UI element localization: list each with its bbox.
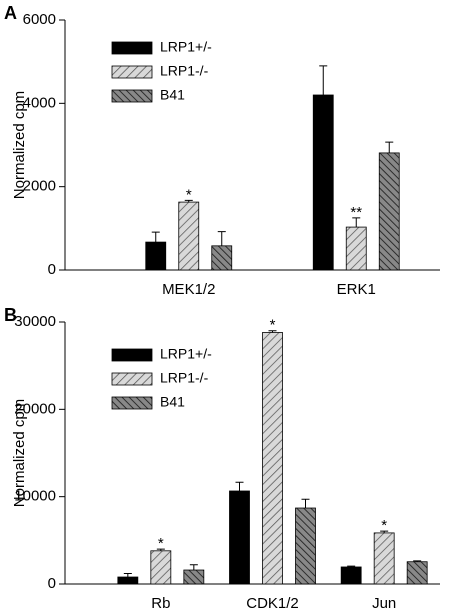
bar — [262, 332, 283, 585]
legend-label: B41 — [160, 87, 185, 103]
error-bar — [347, 565, 356, 567]
y-axis-label: Normalized cpm — [11, 399, 28, 507]
y-tick-label: 20000 — [14, 400, 56, 417]
error-bar — [301, 498, 310, 509]
significance-marker: ** — [350, 204, 362, 221]
significance-marker: * — [158, 535, 164, 552]
bar — [312, 94, 334, 271]
panel-label: B — [4, 305, 17, 325]
x-tick-label: MEK1/2 — [162, 281, 215, 298]
bar — [145, 241, 167, 271]
legend-label: LRP1-/- — [160, 63, 209, 79]
y-axis-label: Normalized cpm — [11, 91, 28, 199]
error-bar — [319, 65, 328, 95]
x-tick-label: CDK1/2 — [246, 595, 299, 612]
legend-swatch — [111, 89, 153, 103]
y-tick-label: 4000 — [23, 94, 56, 111]
legend-label: B41 — [160, 394, 185, 410]
y-tick-label: 0 — [48, 261, 56, 278]
bar — [406, 561, 428, 585]
legend-swatch — [111, 396, 153, 410]
legend-swatch — [111, 348, 153, 362]
significance-marker: * — [381, 517, 387, 534]
panel-label: A — [4, 3, 17, 23]
legend-label: LRP1+/- — [160, 39, 212, 55]
bar — [378, 152, 400, 271]
legend-swatch — [111, 41, 153, 55]
legend-label: LRP1+/- — [160, 346, 212, 362]
bar — [229, 490, 250, 585]
bar — [178, 201, 200, 271]
error-bar — [268, 330, 277, 333]
x-tick-label: Rb — [151, 595, 170, 612]
bar — [345, 226, 367, 271]
error-bar — [123, 573, 132, 578]
error-bar — [189, 564, 198, 571]
bar — [340, 566, 362, 585]
error-bar — [413, 560, 422, 562]
error-bar — [156, 548, 165, 551]
bar — [211, 245, 233, 271]
y-tick-label: 30000 — [14, 313, 56, 330]
legend-swatch — [111, 65, 153, 79]
error-bar — [380, 530, 389, 533]
error-bar — [184, 199, 193, 203]
x-tick-label: Jun — [372, 595, 396, 612]
significance-marker: * — [186, 186, 192, 203]
bar — [183, 569, 205, 585]
error-bar — [235, 481, 244, 491]
error-bar — [151, 231, 160, 243]
y-tick-label: 2000 — [23, 178, 56, 195]
legend-label: LRP1-/- — [160, 370, 209, 386]
bar — [117, 576, 139, 585]
error-bar — [217, 231, 226, 246]
error-bar — [352, 217, 361, 228]
error-bar — [385, 141, 394, 153]
y-tick-label: 0 — [48, 575, 56, 592]
y-tick-label: 6000 — [23, 11, 56, 28]
x-tick-label: ERK1 — [337, 281, 376, 298]
bar — [150, 550, 172, 585]
y-tick-label: 10000 — [14, 488, 56, 505]
bar — [295, 507, 316, 585]
bar — [373, 532, 395, 585]
legend-swatch — [111, 372, 153, 386]
significance-marker: * — [270, 317, 276, 334]
